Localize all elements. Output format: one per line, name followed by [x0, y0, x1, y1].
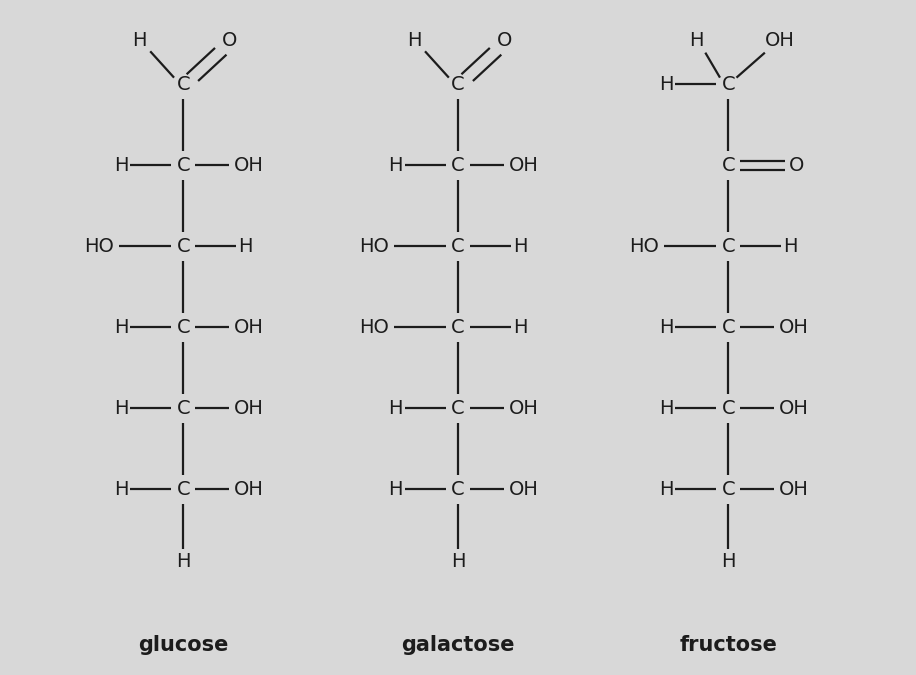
Text: C: C	[452, 237, 464, 256]
Text: H: H	[721, 552, 736, 571]
Text: C: C	[452, 75, 464, 94]
Text: OH: OH	[509, 399, 539, 418]
Text: OH: OH	[765, 31, 794, 50]
Text: H: H	[176, 552, 191, 571]
Text: C: C	[452, 318, 464, 337]
Text: H: H	[689, 31, 703, 50]
Text: OH: OH	[509, 480, 539, 499]
Text: C: C	[452, 156, 464, 175]
Text: H: H	[513, 237, 528, 256]
Text: OH: OH	[234, 399, 264, 418]
Text: OH: OH	[780, 399, 809, 418]
Text: C: C	[177, 156, 190, 175]
Text: O: O	[223, 31, 237, 50]
Text: H: H	[388, 399, 403, 418]
Text: H: H	[513, 318, 528, 337]
Text: C: C	[177, 75, 190, 94]
Text: H: H	[451, 552, 465, 571]
Text: H: H	[783, 237, 798, 256]
Text: OH: OH	[234, 156, 264, 175]
Text: OH: OH	[234, 480, 264, 499]
Text: glucose: glucose	[138, 634, 228, 655]
Text: C: C	[722, 75, 735, 94]
Text: C: C	[722, 237, 735, 256]
Text: O: O	[497, 31, 512, 50]
Text: C: C	[177, 480, 190, 499]
Text: C: C	[177, 318, 190, 337]
Text: OH: OH	[780, 318, 809, 337]
Text: C: C	[452, 399, 464, 418]
Text: H: H	[659, 75, 673, 94]
Text: H: H	[659, 399, 673, 418]
Text: OH: OH	[234, 318, 264, 337]
Text: HO: HO	[359, 237, 388, 256]
Text: HO: HO	[629, 237, 659, 256]
Text: H: H	[114, 399, 128, 418]
Text: HO: HO	[84, 237, 114, 256]
Text: H: H	[388, 480, 403, 499]
Text: C: C	[722, 399, 735, 418]
Text: H: H	[114, 480, 128, 499]
Text: C: C	[722, 156, 735, 175]
Text: H: H	[238, 237, 253, 256]
Text: H: H	[659, 318, 673, 337]
Text: galactose: galactose	[401, 634, 515, 655]
Text: H: H	[132, 31, 147, 50]
Text: OH: OH	[509, 156, 539, 175]
Text: H: H	[114, 156, 128, 175]
Text: OH: OH	[780, 480, 809, 499]
Text: C: C	[722, 318, 735, 337]
Text: H: H	[114, 318, 128, 337]
Text: HO: HO	[359, 318, 388, 337]
Text: H: H	[407, 31, 421, 50]
Text: H: H	[659, 480, 673, 499]
Text: C: C	[177, 237, 190, 256]
Text: fructose: fructose	[680, 634, 777, 655]
Text: C: C	[722, 480, 735, 499]
Text: C: C	[452, 480, 464, 499]
Text: H: H	[388, 156, 403, 175]
Text: C: C	[177, 399, 190, 418]
Text: O: O	[790, 156, 804, 175]
